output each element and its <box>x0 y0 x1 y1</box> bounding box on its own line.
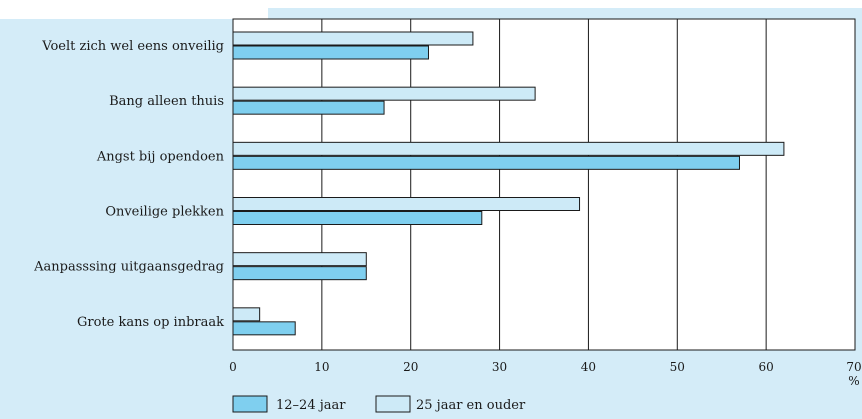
category-label: Onveilige plekken <box>105 205 224 220</box>
legend-swatch <box>375 395 411 413</box>
x-axis-unit-label: % <box>848 374 859 388</box>
category-label: Voelt zich wel eens onveilig <box>41 39 224 54</box>
category-label: Aanpasssing uitgaansgedrag <box>33 260 224 275</box>
bar-series-12-24 <box>232 155 740 170</box>
category-label: Angst bij opendoen <box>96 149 225 164</box>
x-tick-label: 30 <box>492 360 507 374</box>
x-tick-label: 70 <box>846 360 861 374</box>
category-label: Grote kans op inbraak <box>77 315 224 330</box>
x-tick-label: 0 <box>229 360 237 374</box>
bars <box>232 31 785 336</box>
legend-label: 12–24 jaar <box>276 398 346 413</box>
legend-swatch <box>232 395 268 413</box>
legend: 12–24 jaar 25 jaar en ouder <box>232 395 526 413</box>
bar-series-25-plus <box>232 197 581 211</box>
bar-series-25-plus <box>232 31 474 46</box>
x-axis-ticks: 0 10 20 30 40 50 60 70 <box>229 360 861 374</box>
x-tick-label: 10 <box>314 360 329 374</box>
category-label: Bang alleen thuis <box>109 94 224 109</box>
x-tick-label: 40 <box>581 360 596 374</box>
bar-series-12-24 <box>232 321 296 336</box>
legend-label: 25 jaar en ouder <box>416 398 526 413</box>
bar-series-25-plus <box>232 141 785 156</box>
category-labels: Voelt zich wel eens onveilig Bang alleen … <box>33 39 224 330</box>
chart-panel-background-top <box>268 8 862 20</box>
gridlines <box>321 19 767 350</box>
x-tick-label: 60 <box>759 360 774 374</box>
bar-series-12-24 <box>232 266 367 281</box>
bar-series-12-24 <box>232 100 385 115</box>
plot-area <box>232 18 856 351</box>
bar-series-25-plus <box>232 252 367 267</box>
bar-series-12-24 <box>232 211 483 225</box>
x-tick-label: 50 <box>670 360 685 374</box>
bar-series-12-24 <box>232 45 429 60</box>
x-tick-label: 20 <box>403 360 418 374</box>
bar-series-25-plus <box>232 307 261 322</box>
bar-series-25-plus <box>232 86 536 101</box>
